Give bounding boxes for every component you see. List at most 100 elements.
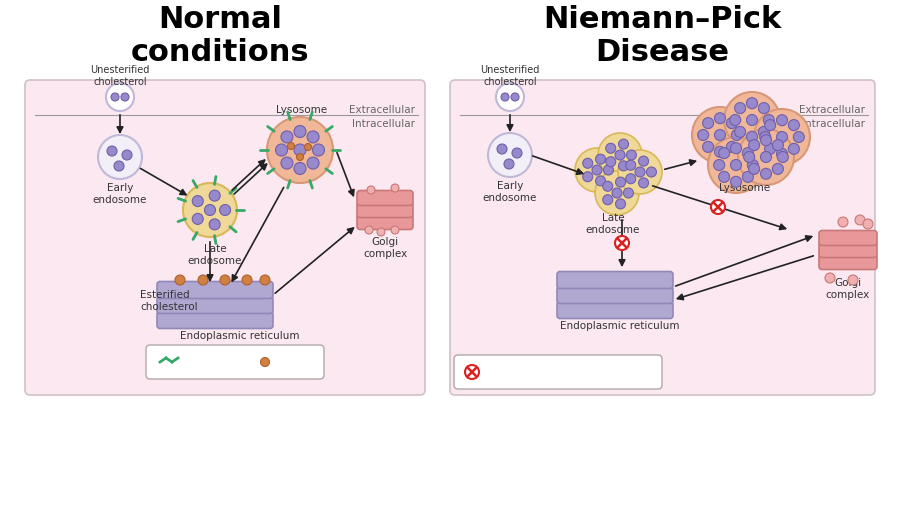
Text: Intracellular: Intracellular [352, 119, 415, 129]
FancyBboxPatch shape [819, 255, 877, 270]
Circle shape [504, 160, 514, 170]
Circle shape [377, 229, 385, 236]
Circle shape [365, 227, 373, 234]
Text: Unesterified
cholesterol: Unesterified cholesterol [90, 65, 149, 87]
Circle shape [638, 157, 649, 167]
Text: Intracellular: Intracellular [802, 119, 865, 129]
Circle shape [193, 196, 203, 207]
Circle shape [391, 227, 399, 234]
Text: Extracellular: Extracellular [799, 105, 865, 115]
Text: Normal
conditions: Normal conditions [130, 5, 310, 67]
Circle shape [512, 148, 522, 159]
Circle shape [204, 205, 215, 216]
Circle shape [759, 104, 769, 115]
Circle shape [838, 218, 848, 228]
Circle shape [732, 130, 742, 141]
Circle shape [760, 152, 771, 163]
Circle shape [465, 365, 479, 379]
Circle shape [731, 143, 742, 155]
FancyBboxPatch shape [557, 302, 673, 319]
Circle shape [603, 182, 613, 192]
FancyBboxPatch shape [450, 81, 875, 395]
Text: Early
endosome: Early endosome [482, 181, 537, 203]
Circle shape [496, 84, 524, 112]
Circle shape [260, 275, 270, 285]
FancyBboxPatch shape [557, 287, 673, 304]
FancyBboxPatch shape [357, 191, 413, 206]
Circle shape [618, 162, 628, 172]
Circle shape [742, 172, 753, 183]
Circle shape [635, 168, 645, 178]
Circle shape [788, 120, 799, 131]
Circle shape [98, 136, 142, 180]
Circle shape [777, 116, 788, 126]
Circle shape [260, 358, 269, 367]
Circle shape [825, 274, 835, 283]
Circle shape [121, 94, 129, 102]
Circle shape [718, 148, 730, 159]
FancyBboxPatch shape [157, 297, 273, 314]
Circle shape [714, 160, 724, 171]
Circle shape [734, 104, 745, 115]
Circle shape [746, 98, 758, 110]
Circle shape [281, 132, 292, 143]
FancyBboxPatch shape [157, 282, 273, 299]
Circle shape [718, 172, 730, 183]
Circle shape [618, 140, 628, 150]
Circle shape [746, 115, 758, 126]
Circle shape [626, 150, 636, 161]
Circle shape [855, 216, 865, 226]
Circle shape [193, 214, 203, 225]
Circle shape [703, 142, 714, 153]
Circle shape [612, 189, 622, 198]
Circle shape [765, 144, 776, 155]
Text: Late
endosome: Late endosome [586, 213, 640, 234]
Circle shape [242, 275, 252, 285]
Circle shape [731, 160, 742, 171]
Circle shape [287, 143, 294, 150]
FancyBboxPatch shape [557, 272, 673, 289]
Circle shape [793, 132, 805, 143]
FancyBboxPatch shape [25, 81, 425, 395]
Circle shape [596, 177, 606, 186]
Circle shape [778, 152, 788, 163]
Circle shape [606, 158, 616, 167]
Circle shape [624, 189, 634, 198]
Circle shape [267, 118, 333, 184]
Circle shape [848, 275, 858, 285]
Circle shape [777, 132, 788, 143]
Circle shape [281, 158, 292, 170]
Text: NPC2: NPC2 [273, 358, 301, 367]
Circle shape [738, 130, 794, 186]
Text: Unesterified
cholesterol: Unesterified cholesterol [481, 65, 540, 87]
Text: Endoplasmic reticulum: Endoplasmic reticulum [180, 330, 300, 340]
Circle shape [765, 120, 776, 131]
Circle shape [596, 155, 606, 165]
Circle shape [312, 145, 325, 157]
Circle shape [114, 162, 124, 172]
Circle shape [391, 185, 399, 192]
Circle shape [294, 163, 306, 175]
Circle shape [777, 149, 788, 160]
Text: Lysosome: Lysosome [276, 105, 328, 115]
Circle shape [307, 158, 320, 170]
Circle shape [183, 184, 237, 237]
Circle shape [626, 174, 635, 184]
FancyBboxPatch shape [157, 312, 273, 329]
Circle shape [111, 94, 119, 102]
Circle shape [592, 166, 602, 176]
Circle shape [615, 236, 629, 250]
Text: Golgi
complex: Golgi complex [826, 278, 870, 299]
Circle shape [296, 154, 303, 161]
FancyBboxPatch shape [454, 356, 662, 389]
Circle shape [307, 132, 320, 143]
Circle shape [715, 147, 725, 158]
Circle shape [488, 134, 532, 178]
Circle shape [638, 179, 649, 188]
Circle shape [175, 275, 185, 285]
Circle shape [760, 132, 770, 143]
Circle shape [724, 93, 780, 148]
Circle shape [304, 144, 311, 151]
Circle shape [711, 200, 725, 215]
Circle shape [209, 191, 220, 201]
